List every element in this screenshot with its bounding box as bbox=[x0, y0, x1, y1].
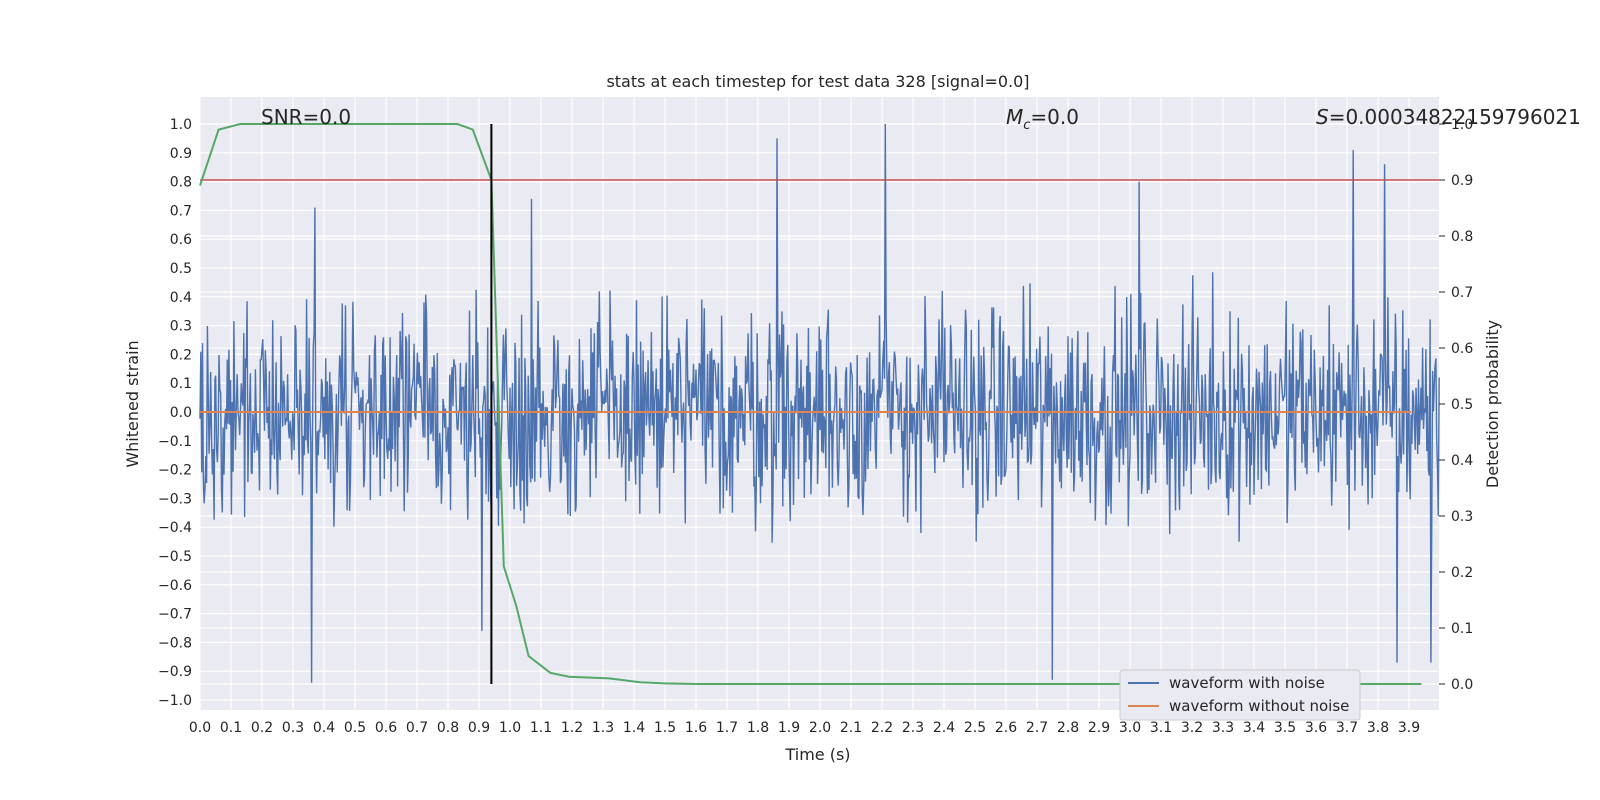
y2-axis-ticks: 1.0 0.9 0.8 0.7 0.6 0.5 0.4 0.3 0.2 0.1 0.0 bbox=[1439, 117, 1473, 693]
x-tick-label: 2.4 bbox=[933, 720, 955, 736]
y-tick-label: −0.9 bbox=[158, 664, 192, 680]
y2-tick-label: 0.2 bbox=[1451, 565, 1473, 581]
x-tick-label: 0.1 bbox=[220, 720, 242, 736]
x-tick-label: 3.8 bbox=[1367, 720, 1389, 736]
legend: waveform with noise waveform without noi… bbox=[1119, 669, 1361, 721]
x-tick-label: 0.6 bbox=[375, 720, 397, 736]
x-tick-label: 0.2 bbox=[251, 720, 273, 736]
y-tick-label: 0.2 bbox=[170, 347, 192, 363]
s-value: =0.00034822159796021 bbox=[1329, 105, 1581, 129]
x-tick-label: 3.6 bbox=[1305, 720, 1327, 736]
x-tick-label: 2.6 bbox=[995, 720, 1017, 736]
y2-tick-label: 0.8 bbox=[1451, 229, 1473, 245]
x-tick-label: 3.0 bbox=[1119, 720, 1141, 736]
x-tick-label: 0.5 bbox=[344, 720, 366, 736]
x-tick-label: 1.9 bbox=[778, 720, 800, 736]
y-tick-label: 0.3 bbox=[170, 319, 192, 335]
snr-annotation: SNR=0.0 bbox=[261, 105, 351, 129]
legend-box bbox=[1119, 669, 1361, 721]
s-symbol: S bbox=[1316, 105, 1329, 129]
x-tick-label: 1.6 bbox=[685, 720, 707, 736]
y-tick-label: 0.0 bbox=[170, 405, 192, 421]
x-tick-label: 1.1 bbox=[530, 720, 552, 736]
x-tick-label: 1.8 bbox=[747, 720, 769, 736]
legend-label-clean: waveform without noise bbox=[1169, 697, 1349, 715]
x-tick-label: 0.8 bbox=[437, 720, 459, 736]
x-tick-label: 2.8 bbox=[1057, 720, 1079, 736]
x-tick-label: 2.5 bbox=[964, 720, 986, 736]
x-tick-label: 1.5 bbox=[654, 720, 676, 736]
y2-tick-label: 0.6 bbox=[1451, 341, 1473, 357]
x-tick-label: 0.7 bbox=[406, 720, 428, 736]
y-tick-label: 0.7 bbox=[170, 203, 192, 219]
x-tick-label: 2.3 bbox=[902, 720, 924, 736]
x-tick-label: 0.9 bbox=[468, 720, 490, 736]
y-axis-label: Whitened strain bbox=[123, 340, 142, 467]
x-axis-ticks: 0.0 0.1 0.2 0.3 0.4 0.5 0.6 0.7 0.8 0.9 1.0 1.1 1.2 1… bbox=[189, 720, 1420, 736]
y2-axis-label: Detection probability bbox=[1483, 320, 1502, 488]
mc-value: =0.0 bbox=[1030, 105, 1079, 129]
x-tick-label: 2.2 bbox=[871, 720, 893, 736]
y-tick-label: −0.6 bbox=[158, 578, 192, 594]
y-tick-label: 0.5 bbox=[170, 261, 192, 277]
series-lines bbox=[199, 123, 1439, 685]
y2-tick-label: 0.0 bbox=[1451, 677, 1473, 693]
y2-tick-label: 0.3 bbox=[1451, 509, 1473, 525]
x-tick-label: 0.4 bbox=[313, 720, 335, 736]
y-tick-label: 0.6 bbox=[170, 232, 192, 248]
y-tick-label: −0.5 bbox=[158, 549, 192, 565]
x-tick-label: 0.3 bbox=[282, 720, 304, 736]
y2-tick-label: 0.4 bbox=[1451, 453, 1473, 469]
y-tick-label: 0.1 bbox=[170, 376, 192, 392]
y2-tick-label: 0.1 bbox=[1451, 621, 1473, 637]
x-tick-label: 3.9 bbox=[1398, 720, 1420, 736]
y-tick-label: −0.4 bbox=[158, 520, 192, 536]
x-tick-label: 1.3 bbox=[592, 720, 614, 736]
x-tick-label: 0.0 bbox=[189, 720, 211, 736]
y2-tick-label: 1.0 bbox=[1451, 117, 1473, 133]
y-tick-label: 0.4 bbox=[170, 290, 192, 306]
x-tick-label: 3.3 bbox=[1212, 720, 1234, 736]
x-tick-label: 1.4 bbox=[623, 720, 645, 736]
x-tick-label: 3.7 bbox=[1336, 720, 1358, 736]
x-tick-label: 3.1 bbox=[1150, 720, 1172, 736]
x-tick-label: 2.1 bbox=[840, 720, 862, 736]
y-tick-label: −0.1 bbox=[158, 434, 192, 450]
series-line-detection-probability bbox=[199, 123, 1422, 685]
mc-annotation: Mc=0.0 bbox=[1006, 105, 1079, 133]
series-line-waveform-with-noise bbox=[199, 123, 1440, 683]
y-tick-label: 0.9 bbox=[170, 146, 192, 162]
s-annotation: S=0.00034822159796021 bbox=[1316, 105, 1581, 129]
y-tick-label: 0.8 bbox=[170, 175, 192, 191]
series-waveform-with-noise bbox=[199, 123, 1440, 683]
x-tick-label: 1.7 bbox=[716, 720, 738, 736]
y2-tick-label: 0.5 bbox=[1451, 397, 1473, 413]
mc-subscript: c bbox=[1023, 118, 1030, 133]
x-axis-label: Time (s) bbox=[784, 745, 850, 764]
chart-title: stats at each timestep for test data 328… bbox=[606, 72, 1029, 91]
y2-tick-label: 0.7 bbox=[1451, 285, 1473, 301]
x-tick-label: 1.0 bbox=[499, 720, 521, 736]
x-tick-label: 3.5 bbox=[1274, 720, 1296, 736]
y-tick-label: −1.0 bbox=[158, 693, 192, 709]
x-tick-label: 3.2 bbox=[1181, 720, 1203, 736]
x-tick-label: 2.0 bbox=[809, 720, 831, 736]
y-tick-label: −0.2 bbox=[158, 463, 192, 479]
mc-symbol: M bbox=[1006, 105, 1023, 129]
y-tick-label: 1.0 bbox=[170, 117, 192, 133]
y2-tick-label: 0.9 bbox=[1451, 173, 1473, 189]
y-tick-label: −0.3 bbox=[158, 491, 192, 507]
x-tick-label: 1.2 bbox=[561, 720, 583, 736]
y-tick-label: −0.7 bbox=[158, 607, 192, 623]
x-tick-label: 2.7 bbox=[1026, 720, 1048, 736]
x-tick-label: 2.9 bbox=[1088, 720, 1110, 736]
x-tick-label: 3.4 bbox=[1243, 720, 1265, 736]
legend-label-noise: waveform with noise bbox=[1169, 674, 1325, 692]
y-tick-label: −0.8 bbox=[158, 635, 192, 651]
y-axis-ticks: 1.0 0.9 0.8 0.7 0.6 0.5 0.4 0.3 0.2 0.1 0.0 −0.1 −0.… bbox=[158, 117, 192, 709]
